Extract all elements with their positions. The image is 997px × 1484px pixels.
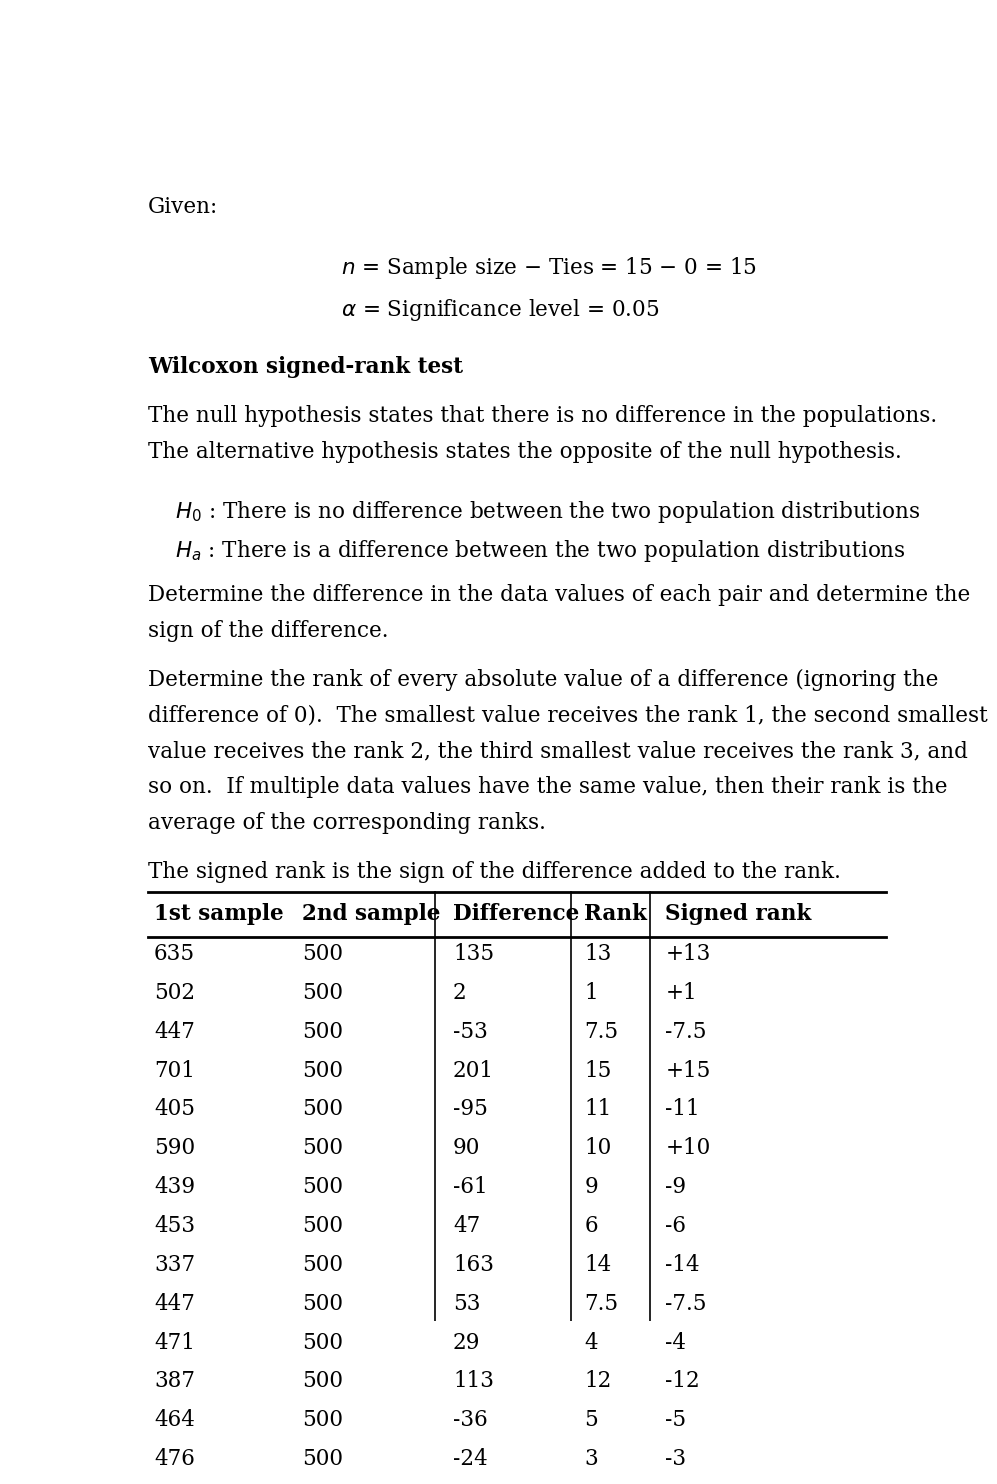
Text: 635: 635 [154,942,195,965]
Text: -14: -14 [665,1254,700,1276]
Text: 201: 201 [453,1060,494,1082]
Text: 337: 337 [154,1254,195,1276]
Text: 29: 29 [453,1331,481,1353]
Text: 4: 4 [584,1331,598,1353]
Text: The signed rank is the sign of the difference added to the rank.: The signed rank is the sign of the diffe… [148,861,840,883]
Text: $H_0$ : There is no difference between the two population distributions: $H_0$ : There is no difference between t… [174,499,920,525]
Text: 476: 476 [154,1448,194,1471]
Text: -3: -3 [665,1448,687,1471]
Text: 6: 6 [584,1215,598,1238]
Text: 500: 500 [302,1215,343,1238]
Text: 500: 500 [302,1137,343,1159]
Text: 13: 13 [584,942,612,965]
Text: Rank: Rank [584,904,647,925]
Text: sign of the difference.: sign of the difference. [148,620,388,641]
Text: 47: 47 [453,1215,481,1238]
Text: +13: +13 [665,942,711,965]
Text: -61: -61 [453,1177,488,1198]
Text: 500: 500 [302,1448,343,1471]
Text: 439: 439 [154,1177,195,1198]
Text: 500: 500 [302,1254,343,1276]
Text: value receives the rank 2, the third smallest value receives the rank 3, and: value receives the rank 2, the third sma… [148,741,968,763]
Text: -7.5: -7.5 [665,1293,707,1315]
Text: 90: 90 [453,1137,481,1159]
Text: The null hypothesis states that there is no difference in the populations.: The null hypothesis states that there is… [148,405,937,427]
Text: -36: -36 [453,1410,488,1431]
Text: 502: 502 [154,982,195,1003]
Text: 10: 10 [584,1137,611,1159]
Text: Determine the difference in the data values of each pair and determine the: Determine the difference in the data val… [148,583,970,605]
Text: -12: -12 [665,1370,700,1392]
Text: 7.5: 7.5 [584,1021,618,1043]
Text: 500: 500 [302,1177,343,1198]
Text: $H_a$ : There is a difference between the two population distributions: $H_a$ : There is a difference between th… [174,539,905,564]
Text: 500: 500 [302,982,343,1003]
Text: 1: 1 [584,982,598,1003]
Text: 53: 53 [453,1293,481,1315]
Text: 113: 113 [453,1370,494,1392]
Text: +10: +10 [665,1137,711,1159]
Text: $n$ = Sample size $-$ Ties = 15 $-$ 0 = 15: $n$ = Sample size $-$ Ties = 15 $-$ 0 = … [341,255,757,280]
Text: 14: 14 [584,1254,611,1276]
Text: -5: -5 [665,1410,687,1431]
Text: The alternative hypothesis states the opposite of the null hypothesis.: The alternative hypothesis states the op… [148,441,901,463]
Text: 500: 500 [302,1021,343,1043]
Text: 135: 135 [453,942,495,965]
Text: 5: 5 [584,1410,598,1431]
Text: Determine the rank of every absolute value of a difference (ignoring the: Determine the rank of every absolute val… [148,669,938,690]
Text: 453: 453 [154,1215,195,1238]
Text: -11: -11 [665,1098,700,1120]
Text: -7.5: -7.5 [665,1021,707,1043]
Text: 447: 447 [154,1021,194,1043]
Text: +15: +15 [665,1060,711,1082]
Text: 15: 15 [584,1060,612,1082]
Text: 405: 405 [154,1098,195,1120]
Text: 701: 701 [154,1060,194,1082]
Text: 590: 590 [154,1137,195,1159]
Text: 500: 500 [302,1098,343,1120]
Text: 7.5: 7.5 [584,1293,618,1315]
Text: 500: 500 [302,1293,343,1315]
Text: 12: 12 [584,1370,612,1392]
Text: -4: -4 [665,1331,687,1353]
Text: -53: -53 [453,1021,488,1043]
Text: Given:: Given: [148,196,218,218]
Text: difference of 0).  The smallest value receives the rank 1, the second smallest: difference of 0). The smallest value rec… [148,705,988,726]
Text: -24: -24 [453,1448,488,1471]
Text: +1: +1 [665,982,697,1003]
Text: 500: 500 [302,1331,343,1353]
Text: -95: -95 [453,1098,488,1120]
Text: 9: 9 [584,1177,598,1198]
Text: 447: 447 [154,1293,194,1315]
Text: 2: 2 [453,982,467,1003]
Text: Signed rank: Signed rank [665,904,812,925]
Text: 500: 500 [302,1370,343,1392]
Text: 11: 11 [584,1098,611,1120]
Text: -9: -9 [665,1177,687,1198]
Text: 500: 500 [302,942,343,965]
Text: 2nd sample: 2nd sample [302,904,441,925]
Text: 500: 500 [302,1410,343,1431]
Text: Wilcoxon signed-rank test: Wilcoxon signed-rank test [148,356,463,378]
Text: 163: 163 [453,1254,494,1276]
Text: $\alpha$ = Significance level = 0.05: $\alpha$ = Significance level = 0.05 [341,297,659,324]
Text: 464: 464 [154,1410,194,1431]
Text: 3: 3 [584,1448,598,1471]
Text: 471: 471 [154,1331,194,1353]
Text: 387: 387 [154,1370,195,1392]
Text: 500: 500 [302,1060,343,1082]
Text: average of the corresponding ranks.: average of the corresponding ranks. [148,812,545,834]
Text: 1st sample: 1st sample [154,904,283,925]
Text: so on.  If multiple data values have the same value, then their rank is the: so on. If multiple data values have the … [148,776,947,798]
Text: -6: -6 [665,1215,687,1238]
Text: Difference: Difference [453,904,579,925]
